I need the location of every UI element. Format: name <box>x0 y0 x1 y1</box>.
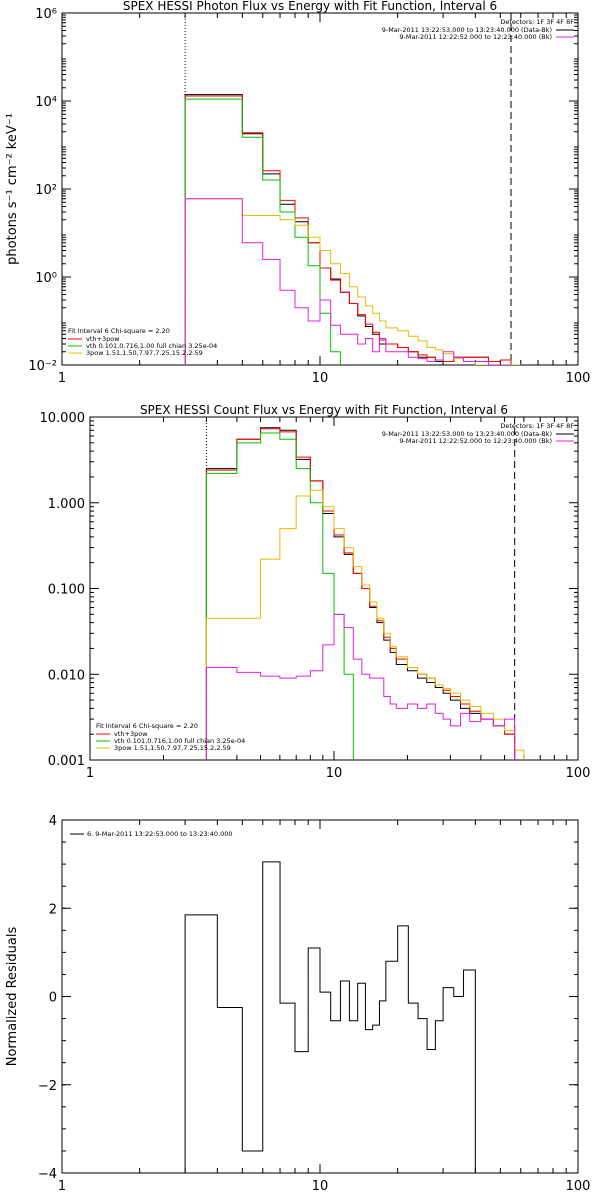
legend-entry-label: 3pow 1.51,1.50,7.97,7.25,15.2,2.59 <box>86 349 203 357</box>
chart-title: SPEX HESSI Photon Flux vs Energy with Fi… <box>123 0 497 13</box>
residuals-chart: 1 10 100 −4 −2 0 2 4 Normalized Residuals 6. 9-Ma… <box>5 814 591 1194</box>
legend-fit-header: Fit Interval 6 Chi-square = 2.20 <box>68 327 170 335</box>
series-group <box>184 861 489 1173</box>
chart-title: SPEX HESSI Count Flux vs Energy with Fit… <box>140 403 508 417</box>
legend-entry-label: vth 0.101,0.716,1.00 full chian 3.25e-04 <box>86 342 217 350</box>
series-bk <box>205 613 516 760</box>
y-tick-label: 2 <box>49 902 57 917</box>
series-vth <box>205 432 354 760</box>
series-group <box>184 94 521 365</box>
x-tick-label: 100 <box>566 1179 591 1194</box>
legend-entry-label: 9-Mar-2011 12:22:52.000 to 12:23:40.000 … <box>399 437 552 445</box>
legend-entry-label: vth+3pow <box>114 730 148 738</box>
y-tick-label: 0.010 <box>48 668 85 683</box>
photon-flux-chart: SPEX HESSI Photon Flux vs Energy with Fi… <box>5 0 591 386</box>
x-tick-label: 100 <box>566 371 591 386</box>
y-tick-label: 4 <box>49 814 57 829</box>
y-tick-label: 0.100 <box>48 583 85 598</box>
series-data-bk <box>184 94 512 365</box>
legend-entry-label: 9-Mar-2011 13:22:53.000 to 13:23:40.000 … <box>382 430 552 438</box>
legend-entry-label: vth 0.101,0.716,1.00 full chian 3.25e-04 <box>114 737 245 745</box>
y-tick-label: 10⁴ <box>35 95 57 110</box>
series-vth-3pow <box>184 95 512 365</box>
x-tick-label: 10 <box>326 766 343 781</box>
legend-detectors: Detectors: 1F 3F 4F 8F <box>500 422 574 430</box>
y-tick-label: 10.000 <box>40 411 86 426</box>
y-tick-label: 0 <box>49 991 57 1006</box>
series-data-bk <box>205 427 516 760</box>
x-tick-label: 10 <box>312 1179 329 1194</box>
y-tick-label: 0.001 <box>48 754 85 769</box>
x-tick-label: 100 <box>566 766 591 781</box>
series-3pow <box>184 198 521 365</box>
series-residuals <box>184 861 489 1173</box>
x-tick-label: 1 <box>86 766 94 781</box>
x-tick-label: 1 <box>58 1179 66 1194</box>
y-tick-label: 1.000 <box>48 497 85 512</box>
legend-fit-header: Fit Interval 6 Chi-square = 2.20 <box>96 722 198 730</box>
y-tick-label: 10⁶ <box>35 7 57 22</box>
count-flux-chart: SPEX HESSI Count Flux vs Energy with Fit… <box>40 403 591 781</box>
plot-frame <box>61 819 579 1174</box>
y-tick-label: 10⁰ <box>35 271 57 286</box>
legend-entry-label: 6. 9-Mar-2011 13:22:53.000 to 13:23:40.0… <box>87 830 233 838</box>
legend-entry-label: 9-Mar-2011 13:22:53.000 to 13:23:40.000 … <box>382 26 552 34</box>
series-vth <box>184 98 341 365</box>
y-tick-label: −4 <box>38 1167 57 1182</box>
legend-detectors: Detectors: 1F 3F 4F 8F <box>500 18 574 26</box>
legend-entry-label: 3pow 1.51,1.50,7.97,7.25,15.2,2.59 <box>114 744 231 752</box>
y-tick-label: 10⁻² <box>28 359 57 374</box>
y-axis-label: photons s⁻¹ cm⁻² keV⁻¹ <box>5 113 20 265</box>
series-vth-3pow <box>205 428 516 760</box>
x-tick-label: 1 <box>58 371 66 386</box>
series-group <box>205 427 525 760</box>
y-tick-label: 10² <box>35 183 57 198</box>
y-tick-label: −2 <box>38 1079 57 1094</box>
series-bk <box>184 198 512 365</box>
x-tick-label: 10 <box>312 371 329 386</box>
y-axis-label: Normalized Residuals <box>5 927 20 1067</box>
series-3pow <box>205 489 525 760</box>
legend-entry-label: vth+3pow <box>86 335 120 343</box>
legend-entry-label: 9-Mar-2011 12:22:52.000 to 12:23:40.000 … <box>399 33 552 41</box>
